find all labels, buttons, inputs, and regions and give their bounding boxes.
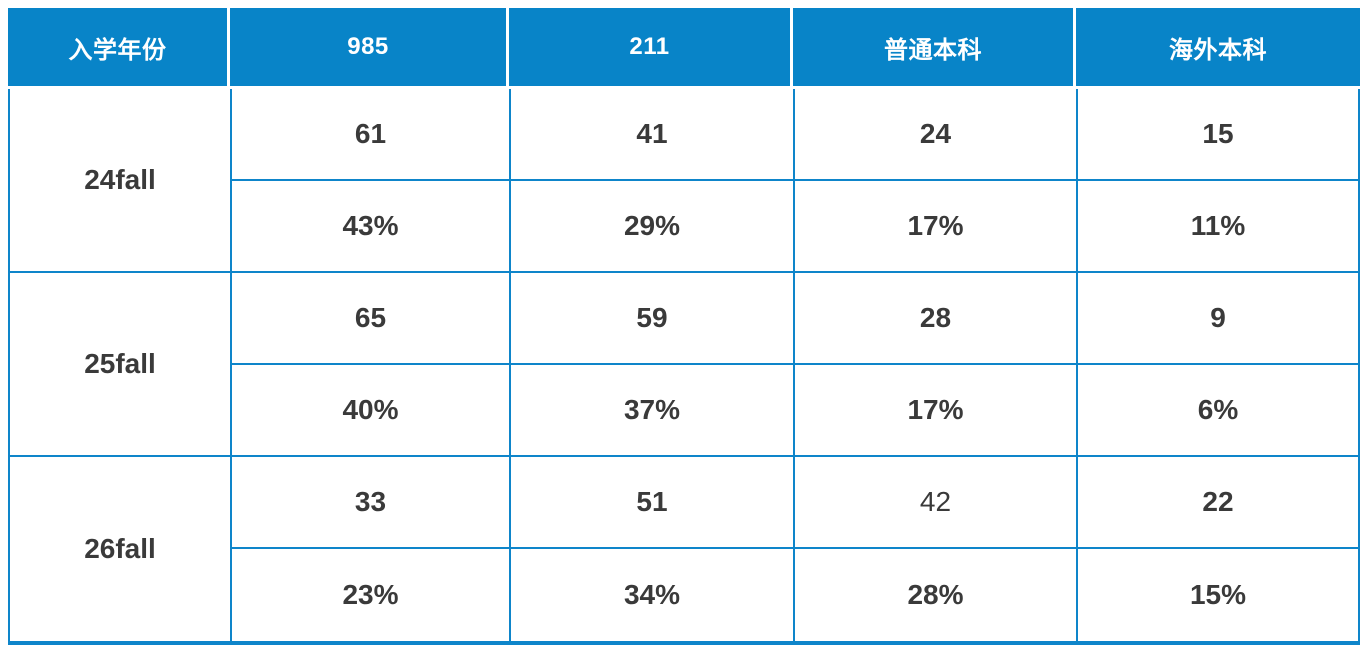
count-cell-26fall-985: 33 (230, 457, 509, 549)
header-cell-211: 211 (509, 8, 793, 86)
count-cell-26fall-211: 51 (509, 457, 793, 549)
header-cell-year: 入学年份 (8, 8, 230, 86)
count-cell-25fall-985: 65 (230, 273, 509, 365)
percent-cell-25fall-overseas: 6% (1076, 365, 1358, 457)
percent-cell-24fall-985: 43% (230, 181, 509, 273)
table-body: 24fall 61 41 24 15 43% 29% 17% 11% 25fal… (8, 89, 1360, 645)
count-cell-25fall-211: 59 (509, 273, 793, 365)
count-cell-25fall-overseas: 9 (1076, 273, 1358, 365)
header-cell-985: 985 (230, 8, 509, 86)
count-cell-26fall-overseas: 22 (1076, 457, 1358, 549)
percent-cell-25fall-211: 37% (509, 365, 793, 457)
percent-cell-24fall-overseas: 11% (1076, 181, 1358, 273)
count-cell-24fall-985: 61 (230, 89, 509, 181)
header-cell-regular: 普通本科 (793, 8, 1076, 86)
header-cell-overseas: 海外本科 (1076, 8, 1360, 86)
count-cell-26fall-regular: 42 (793, 457, 1076, 549)
count-cell-24fall-regular: 24 (793, 89, 1076, 181)
percent-cell-24fall-regular: 17% (793, 181, 1076, 273)
table-header-row: 入学年份 985 211 普通本科 海外本科 (8, 8, 1360, 86)
percent-cell-26fall-overseas: 15% (1076, 549, 1358, 641)
count-cell-24fall-overseas: 15 (1076, 89, 1358, 181)
percent-cell-26fall-211: 34% (509, 549, 793, 641)
count-cell-25fall-regular: 28 (793, 273, 1076, 365)
percent-cell-26fall-985: 23% (230, 549, 509, 641)
percent-cell-25fall-regular: 17% (793, 365, 1076, 457)
count-cell-24fall-211: 41 (509, 89, 793, 181)
year-cell-26fall: 26fall (10, 457, 230, 641)
percent-cell-26fall-regular: 28% (793, 549, 1076, 641)
year-cell-24fall: 24fall (10, 89, 230, 273)
percent-cell-24fall-211: 29% (509, 181, 793, 273)
percent-cell-25fall-985: 40% (230, 365, 509, 457)
year-cell-25fall: 25fall (10, 273, 230, 457)
